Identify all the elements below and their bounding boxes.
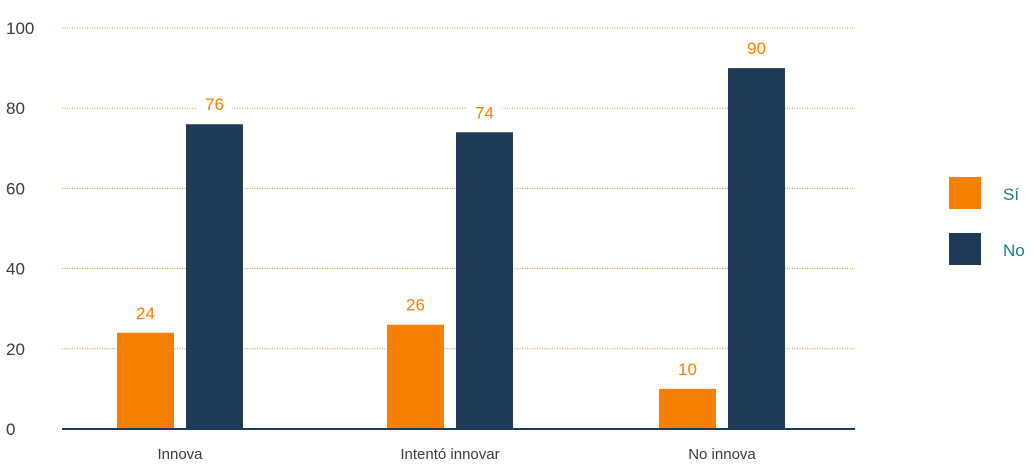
- value-label-bg: [669, 359, 706, 382]
- value-label: 74: [475, 103, 494, 122]
- value-label: 24: [136, 304, 155, 323]
- bars: [117, 68, 785, 430]
- x-category-label: No innova: [688, 446, 756, 463]
- value-label-bg: [196, 95, 233, 118]
- value-label: 26: [406, 296, 425, 315]
- legend-swatch-si: [949, 177, 981, 209]
- y-tick-label: 60: [6, 179, 25, 198]
- legend-label-no: No: [1003, 241, 1025, 260]
- gridlines: [62, 27, 855, 350]
- y-tick-label: 20: [6, 340, 25, 359]
- x-category-label: Intentó innovar: [400, 446, 499, 463]
- legend-label-si: Sí: [1003, 185, 1019, 204]
- bar-no-0: [186, 124, 243, 430]
- bar-no-2: [728, 68, 785, 429]
- legend: Sí No: [949, 177, 1025, 265]
- bar-no-1: [456, 132, 513, 429]
- bar-si-1: [387, 324, 444, 429]
- value-labels: 24 76 26 74 10 90: [127, 39, 775, 382]
- value-label-bg: [466, 103, 503, 126]
- value-label-bg: [738, 39, 775, 62]
- bar-si-0: [117, 332, 174, 429]
- y-tick-label: 100: [6, 19, 34, 38]
- value-label: 90: [747, 39, 766, 58]
- legend-swatch-no: [949, 233, 981, 265]
- x-category-label: Innova: [157, 446, 203, 463]
- bar-si-2: [659, 388, 716, 429]
- x-axis-labels: Innova Intentó innovar No innova: [157, 446, 756, 463]
- y-tick-label: 80: [6, 99, 25, 118]
- value-label: 10: [678, 360, 697, 379]
- y-axis-ticks: 0 20 40 60 80 100: [6, 19, 34, 439]
- y-tick-label: 40: [6, 260, 25, 279]
- value-label-bg: [127, 303, 164, 326]
- value-label-bg: [397, 295, 434, 318]
- y-tick-label: 0: [6, 420, 15, 439]
- value-label: 76: [205, 95, 224, 114]
